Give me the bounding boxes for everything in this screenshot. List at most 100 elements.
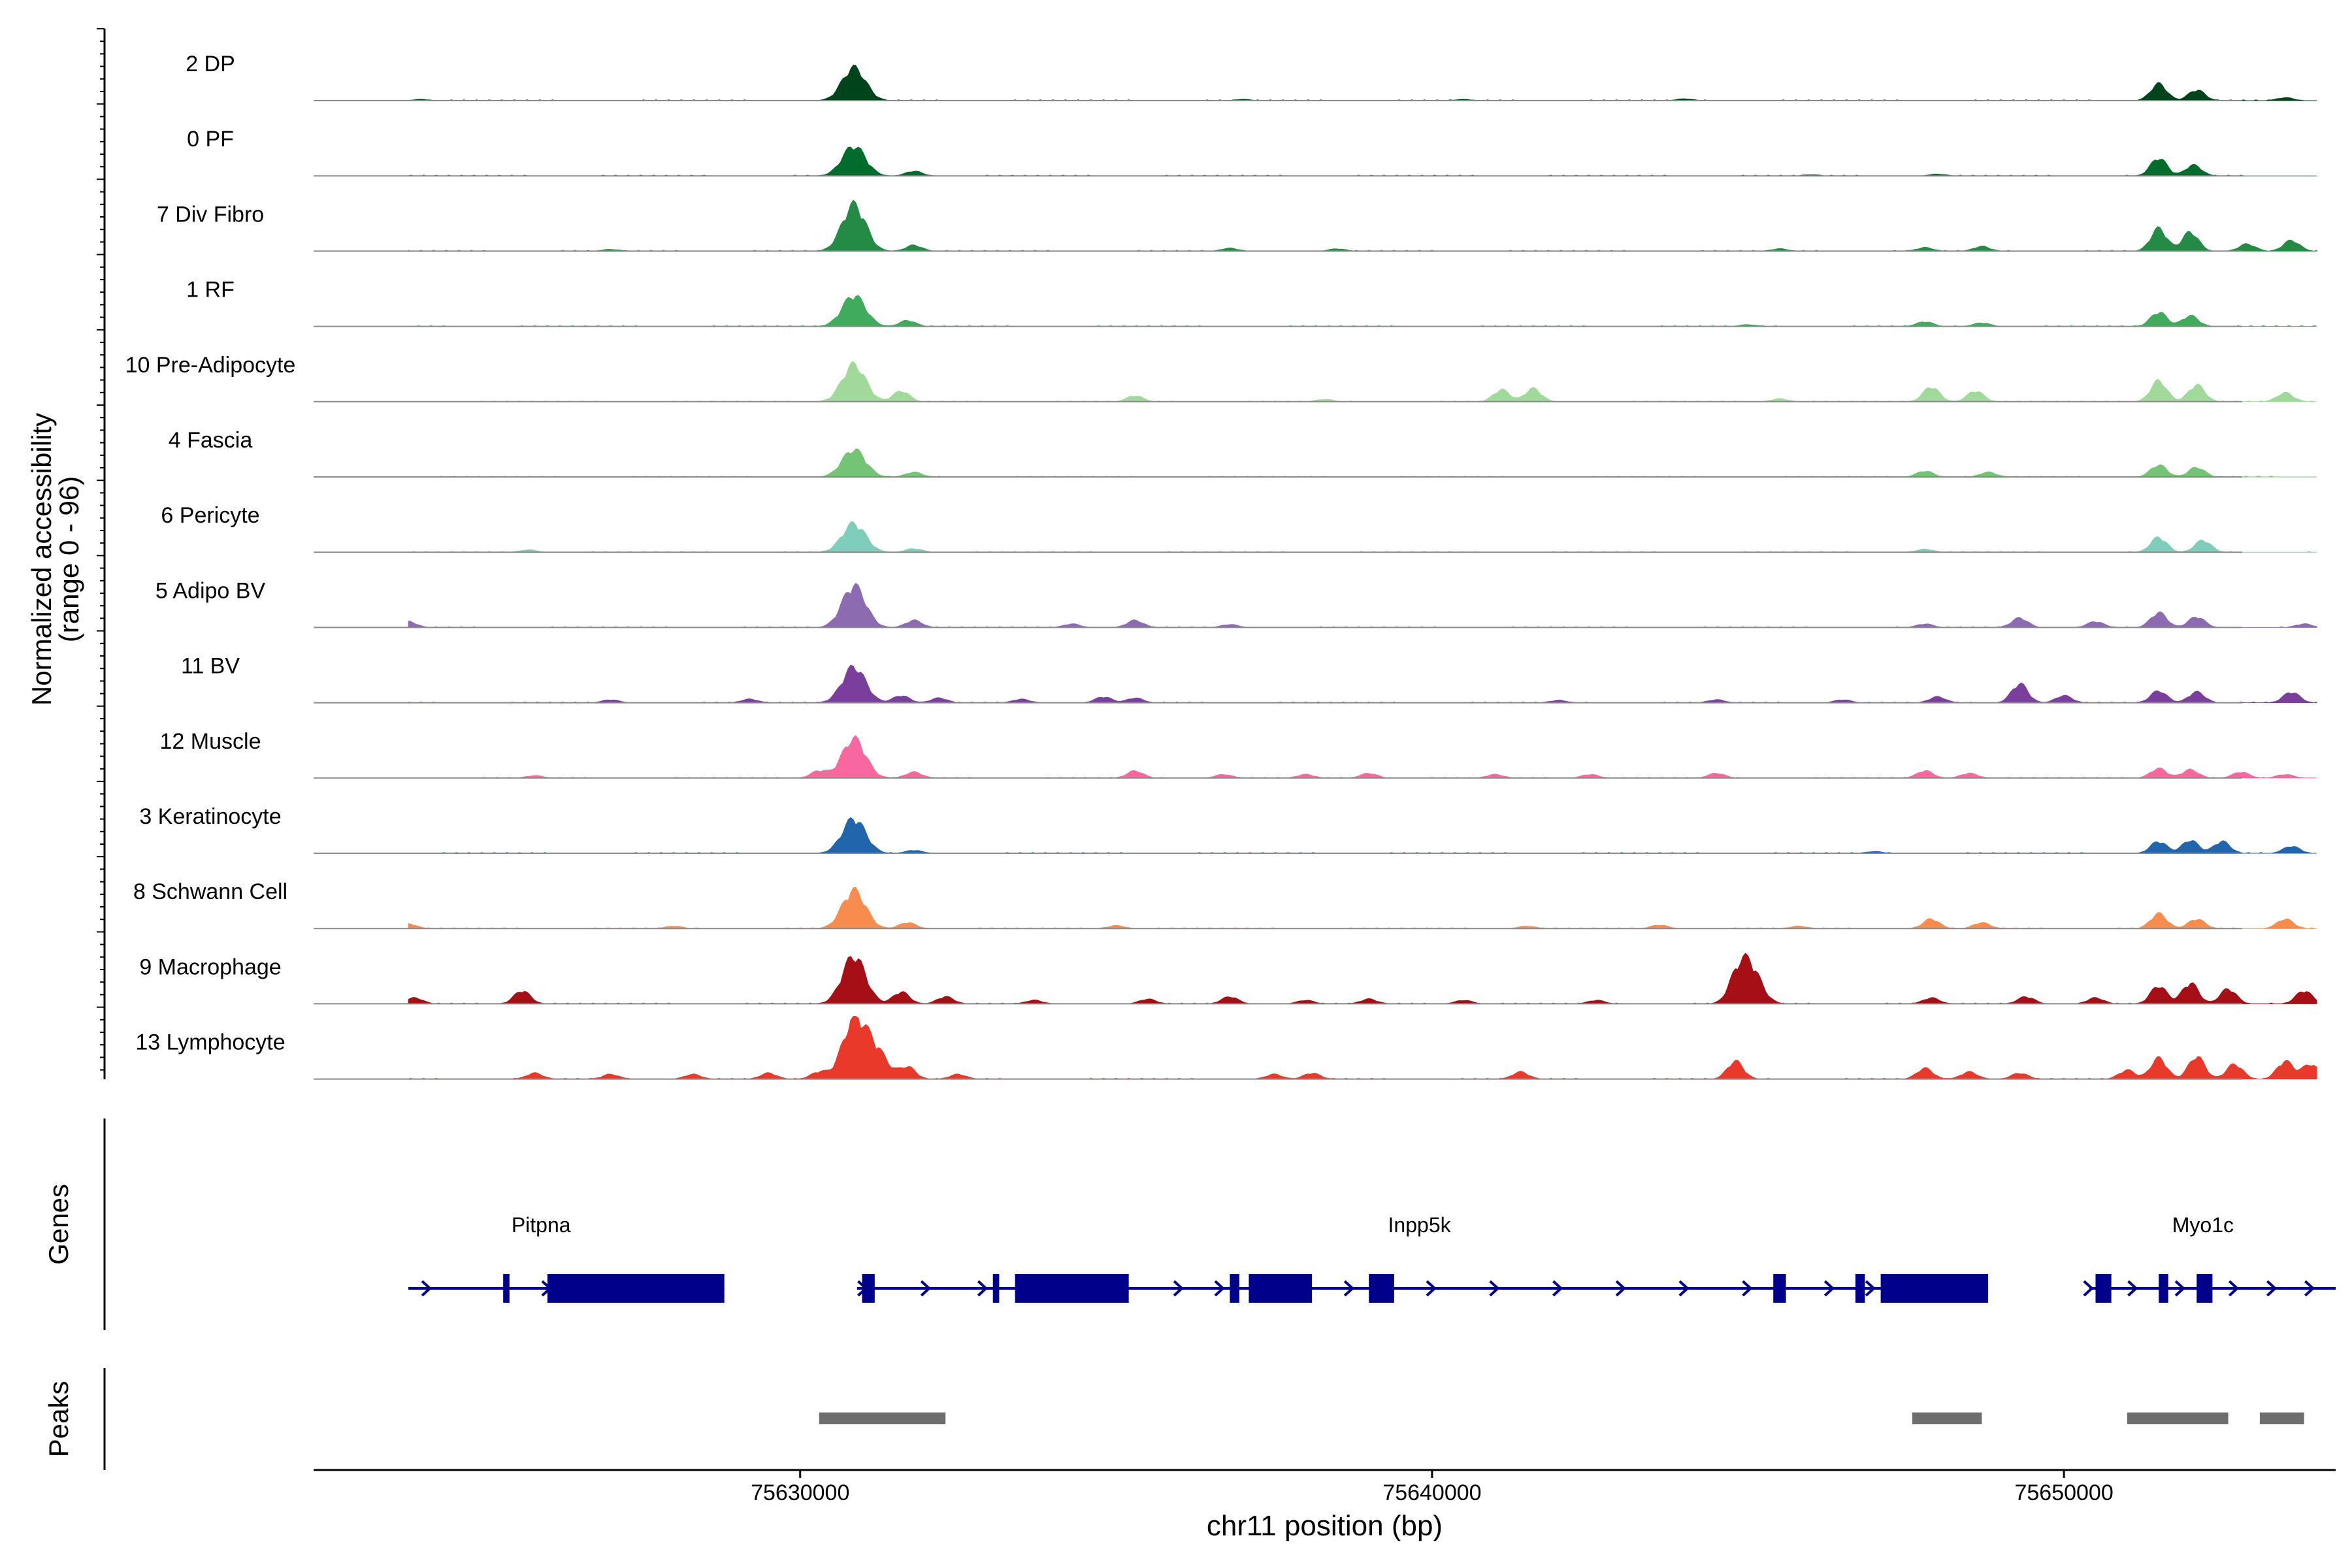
coverage-area <box>408 583 2317 628</box>
peaks-panel-label: Peaks <box>43 1381 74 1458</box>
track-5-adipo-bv: 5 Adipo BV <box>155 578 2317 629</box>
track-12-muscle: 12 Muscle <box>160 729 2317 779</box>
coverage-area <box>408 146 2317 176</box>
accessibility-tracks: 2 DP 0 PF 7 Div Fibro 1 RF 10 Pre-Adipocyte 4… <box>125 52 2317 1080</box>
strand-arrow-icon <box>1489 1280 1500 1297</box>
coverage-area <box>408 521 2317 553</box>
axes: Normalized accessibility(range 0 - 96) Ge… <box>26 28 2336 1542</box>
strand-arrow-icon <box>2083 1280 2094 1297</box>
strand-arrow-icon <box>1214 1280 1225 1297</box>
gene-exon <box>1249 1274 1313 1303</box>
peak-region <box>2259 1413 2304 1424</box>
gene-exon <box>1880 1274 1989 1303</box>
gene-exon <box>2197 1274 2213 1303</box>
track-label: 2 DP <box>186 52 235 76</box>
strand-arrow-icon <box>1552 1280 1563 1297</box>
y-axis-label: Normalized accessibility <box>26 413 57 706</box>
gene-name-label: Myo1c <box>2172 1213 2234 1237</box>
gene-exon <box>547 1274 725 1303</box>
peak-region <box>2127 1413 2229 1424</box>
coverage-area <box>408 65 2317 101</box>
x-tick-label: 75630000 <box>751 1480 849 1505</box>
genes-panel: Pitpna Inpp5k Myo1c <box>408 1213 2336 1303</box>
strand-arrow-icon <box>1173 1280 1184 1297</box>
peak-region <box>819 1413 946 1424</box>
strand-arrow-icon <box>421 1280 433 1297</box>
strand-arrow-icon <box>1426 1280 1437 1297</box>
gene-exon <box>2095 1274 2112 1303</box>
gene-exon <box>1773 1274 1786 1303</box>
gene-pitpna: Pitpna <box>408 1213 725 1303</box>
track-label: 9 Macrophage <box>139 955 281 979</box>
track-8-schwann-cell: 8 Schwann Cell <box>133 879 2317 930</box>
gene-inpp5k: Inpp5k <box>857 1213 1989 1303</box>
track-10-pre-adipocyte: 10 Pre-Adipocyte <box>125 353 2317 402</box>
strand-arrow-icon <box>2304 1280 2315 1297</box>
x-tick-label: 75650000 <box>2014 1480 2113 1505</box>
track-label: 10 Pre-Adipocyte <box>125 353 296 378</box>
strand-arrow-icon <box>2174 1280 2185 1297</box>
strand-arrow-icon <box>1615 1280 1627 1297</box>
track-7-div-fibro: 7 Div Fibro <box>157 199 2317 252</box>
coverage-area <box>408 1016 2317 1080</box>
coverage-area <box>408 887 2317 929</box>
gene-exon <box>1230 1274 1239 1303</box>
coverage-area <box>408 361 2317 402</box>
genes-panel-label: Genes <box>43 1184 74 1265</box>
track-label: 13 Lymphocyte <box>135 1030 285 1055</box>
x-tick-label: 75640000 <box>1382 1480 1481 1505</box>
coverage-area <box>408 448 2317 478</box>
track-label: 5 Adipo BV <box>155 578 266 603</box>
strand-arrow-icon <box>857 1280 868 1297</box>
strand-arrow-icon <box>2127 1280 2138 1297</box>
track-label: 11 BV <box>181 654 240 679</box>
gene-exon <box>1369 1274 1394 1303</box>
peak-region <box>1912 1413 1982 1424</box>
x-axis-label: chr11 position (bp) <box>1207 1510 1443 1542</box>
coverage-area <box>408 735 2317 779</box>
coverage-area <box>408 295 2317 327</box>
strand-arrow-icon <box>2266 1280 2278 1297</box>
coverage-area <box>408 817 2317 854</box>
coverage-area <box>408 953 2317 1004</box>
track-4-fascia: 4 Fascia <box>169 428 2317 478</box>
track-label: 7 Div Fibro <box>157 202 264 227</box>
gene-exon <box>992 1274 1000 1303</box>
gene-exon <box>862 1274 875 1303</box>
track-label: 4 Fascia <box>169 428 253 453</box>
strand-arrow-icon <box>1343 1280 1355 1297</box>
gene-name-label: Pitpna <box>512 1213 571 1237</box>
track-3-keratinocyte: 3 Keratinocyte <box>139 804 2317 854</box>
gene-exon <box>1855 1274 1865 1303</box>
peaks-panel <box>819 1413 2304 1424</box>
strand-arrow-icon <box>977 1280 988 1297</box>
coverage-area <box>408 199 2317 252</box>
strand-arrow-icon <box>541 1280 552 1297</box>
strand-arrow-icon <box>1823 1280 1835 1297</box>
track-0-pf: 0 PF <box>187 127 2317 177</box>
strand-arrow-icon <box>1865 1280 1876 1297</box>
track-label: 0 PF <box>187 127 234 152</box>
track-label: 6 Pericyte <box>161 503 259 528</box>
track-13-lymphocyte: 13 Lymphocyte <box>135 1016 2317 1080</box>
gene-exon <box>1015 1274 1129 1303</box>
coverage-area <box>408 664 2317 704</box>
strand-arrow-icon <box>2228 1280 2240 1297</box>
track-label: 3 Keratinocyte <box>139 804 281 829</box>
y-axis-range-label: (range 0 - 96) <box>54 476 84 642</box>
track-11-bv: 11 BV <box>181 654 2317 704</box>
track-6-pericyte: 6 Pericyte <box>161 503 2317 553</box>
track-label: 12 Muscle <box>160 729 261 754</box>
track-9-macrophage: 9 Macrophage <box>139 953 2317 1005</box>
gene-exon <box>503 1274 510 1303</box>
gene-name-label: Inpp5k <box>1388 1213 1452 1237</box>
gene-exon <box>2159 1274 2168 1303</box>
track-label: 1 RF <box>186 278 235 302</box>
track-1-rf: 1 RF <box>186 278 2317 327</box>
strand-arrow-icon <box>1678 1280 1690 1297</box>
track-2-dp: 2 DP <box>186 52 2317 101</box>
strand-arrow-icon <box>920 1280 932 1297</box>
strand-arrow-icon <box>1742 1280 1753 1297</box>
track-label: 8 Schwann Cell <box>133 879 287 904</box>
